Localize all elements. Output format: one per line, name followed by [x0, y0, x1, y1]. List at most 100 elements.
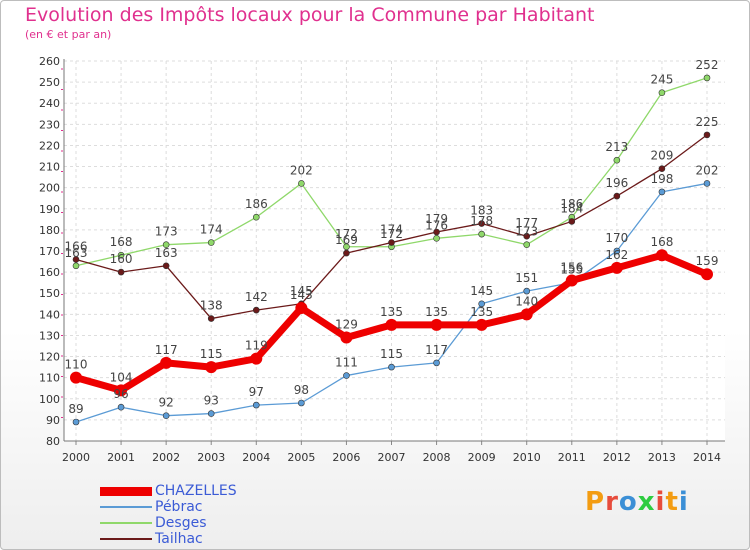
x-tick-label: 2013 — [648, 451, 676, 464]
data-label: 129 — [335, 318, 358, 332]
y-tick-label: 190 — [39, 203, 60, 216]
y-tick-label: 150 — [39, 287, 60, 300]
data-point — [298, 180, 305, 187]
data-label: 168 — [110, 235, 133, 249]
data-label: 209 — [650, 149, 673, 163]
data-point — [475, 318, 488, 331]
chart-subtitle: (en € et par an) — [25, 28, 112, 41]
data-label: 168 — [650, 235, 673, 249]
data-point — [658, 165, 666, 172]
data-point — [655, 249, 668, 262]
legend-item-pebrac[interactable]: Pébrac — [100, 499, 300, 515]
data-point — [388, 363, 395, 371]
x-tick-label: 2007 — [378, 451, 406, 464]
legend-swatch-desges — [100, 522, 152, 524]
data-label: 177 — [515, 216, 538, 230]
y-tick-label: 130 — [39, 329, 60, 342]
data-point — [117, 251, 125, 259]
data-point — [72, 262, 80, 270]
y-tick-label: 220 — [39, 139, 60, 152]
data-point — [205, 361, 218, 374]
data-point — [115, 384, 128, 397]
data-label: 119 — [245, 339, 268, 353]
data-point — [207, 315, 215, 322]
legend-item-tailhac[interactable]: Tailhac — [100, 531, 300, 547]
data-label: 115 — [200, 347, 223, 361]
data-point — [430, 318, 443, 331]
logo-letter: x — [637, 487, 656, 517]
data-point — [295, 302, 308, 314]
data-label: 186 — [245, 197, 268, 211]
data-point — [703, 131, 711, 139]
data-point — [70, 371, 82, 384]
data-point — [343, 243, 350, 251]
data-point — [433, 359, 440, 367]
data-point — [207, 410, 215, 417]
data-label: 160 — [110, 252, 133, 266]
legend-item-chazelles[interactable]: CHAZELLES — [100, 483, 300, 499]
y-tick-label: 140 — [39, 308, 60, 321]
x-tick-label: 2004 — [242, 451, 270, 464]
data-point — [162, 262, 170, 270]
data-label: 111 — [335, 356, 358, 370]
y-tick-label: 100 — [39, 393, 60, 406]
y-tick-label: 80 — [46, 435, 60, 448]
y-tick-label: 160 — [39, 266, 60, 279]
data-point — [568, 218, 576, 225]
x-tick-label: 2005 — [287, 451, 315, 464]
legend-item-desges[interactable]: Desges — [100, 515, 300, 531]
data-point — [252, 401, 260, 409]
data-label: 110 — [65, 358, 88, 372]
y-tick-label: 170 — [39, 245, 60, 258]
y-tick-label: 180 — [39, 224, 60, 237]
logo-letter: r — [605, 487, 619, 517]
legend-label-desges: Desges — [155, 515, 207, 531]
y-tick-label: 240 — [39, 97, 60, 110]
y-tick-label: 210 — [39, 161, 60, 174]
data-point — [385, 318, 398, 331]
legend-swatch-chazelles — [100, 487, 152, 496]
data-label: 145 — [470, 284, 493, 298]
data-label: 117 — [155, 343, 178, 357]
data-point — [478, 300, 485, 308]
data-label: 156 — [560, 261, 583, 275]
legend-swatch-tailhac — [100, 538, 152, 540]
data-label: 162 — [605, 248, 628, 262]
data-label: 245 — [650, 73, 673, 87]
data-point — [343, 372, 350, 379]
legend-swatch-pebrac — [100, 506, 152, 508]
data-label: 151 — [515, 271, 538, 285]
data-label: 159 — [696, 254, 719, 268]
data-label: 166 — [65, 239, 88, 253]
data-label: 115 — [380, 347, 403, 361]
data-point — [478, 220, 485, 227]
x-tick-label: 2000 — [62, 451, 90, 464]
data-point — [520, 308, 533, 321]
series-desges — [72, 74, 711, 270]
data-label: 97 — [249, 385, 264, 399]
data-label: 172 — [380, 227, 403, 241]
data-point — [117, 403, 125, 411]
data-label: 143 — [290, 288, 313, 302]
data-label: 142 — [245, 290, 268, 304]
data-label: 202 — [696, 163, 719, 177]
x-tick-label: 2006 — [332, 451, 360, 464]
logo-letter: P — [585, 487, 606, 517]
data-point — [703, 180, 711, 187]
data-label: 178 — [470, 214, 493, 228]
data-label: 138 — [200, 299, 223, 313]
data-point — [523, 241, 531, 248]
data-point — [72, 256, 80, 263]
data-point — [433, 235, 440, 242]
data-label: 145 — [290, 284, 313, 298]
data-point — [162, 241, 170, 248]
x-tick-label: 2014 — [693, 451, 721, 464]
data-point — [250, 352, 263, 365]
data-label: 98 — [294, 383, 309, 397]
data-point — [703, 74, 711, 82]
data-point — [565, 274, 578, 287]
y-tick-label: 120 — [39, 351, 60, 364]
data-label: 117 — [425, 343, 448, 357]
logo-letter: o — [618, 487, 638, 517]
